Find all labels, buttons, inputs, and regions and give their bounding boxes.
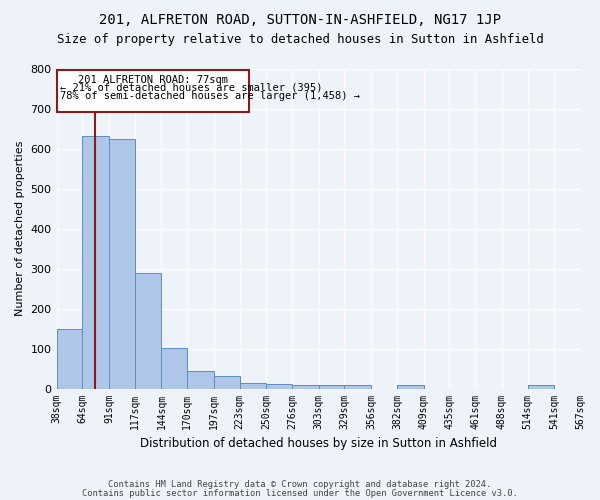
Y-axis label: Number of detached properties: Number of detached properties xyxy=(15,141,25,316)
Bar xyxy=(187,370,214,388)
Bar xyxy=(161,348,187,389)
Bar xyxy=(239,383,266,388)
Bar xyxy=(527,386,554,388)
Bar xyxy=(292,384,319,388)
Text: Contains HM Land Registry data © Crown copyright and database right 2024.: Contains HM Land Registry data © Crown c… xyxy=(109,480,491,489)
Text: 201, ALFRETON ROAD, SUTTON-IN-ASHFIELD, NG17 1JP: 201, ALFRETON ROAD, SUTTON-IN-ASHFIELD, … xyxy=(99,12,501,26)
Text: 201 ALFRETON ROAD: 77sqm: 201 ALFRETON ROAD: 77sqm xyxy=(78,74,228,85)
Text: ← 21% of detached houses are smaller (395): ← 21% of detached houses are smaller (39… xyxy=(59,83,322,93)
Bar xyxy=(214,376,239,388)
Text: 78% of semi-detached houses are larger (1,458) →: 78% of semi-detached houses are larger (… xyxy=(59,91,359,101)
Bar xyxy=(319,384,344,388)
Bar xyxy=(56,330,82,388)
X-axis label: Distribution of detached houses by size in Sutton in Ashfield: Distribution of detached houses by size … xyxy=(140,437,497,450)
Text: Size of property relative to detached houses in Sutton in Ashfield: Size of property relative to detached ho… xyxy=(56,32,544,46)
Bar xyxy=(344,384,371,388)
Bar xyxy=(397,385,424,388)
FancyBboxPatch shape xyxy=(56,70,250,112)
Text: Contains public sector information licensed under the Open Government Licence v3: Contains public sector information licen… xyxy=(82,489,518,498)
Bar xyxy=(135,273,161,388)
Bar xyxy=(266,384,292,388)
Bar xyxy=(109,140,135,388)
Bar xyxy=(82,136,109,388)
